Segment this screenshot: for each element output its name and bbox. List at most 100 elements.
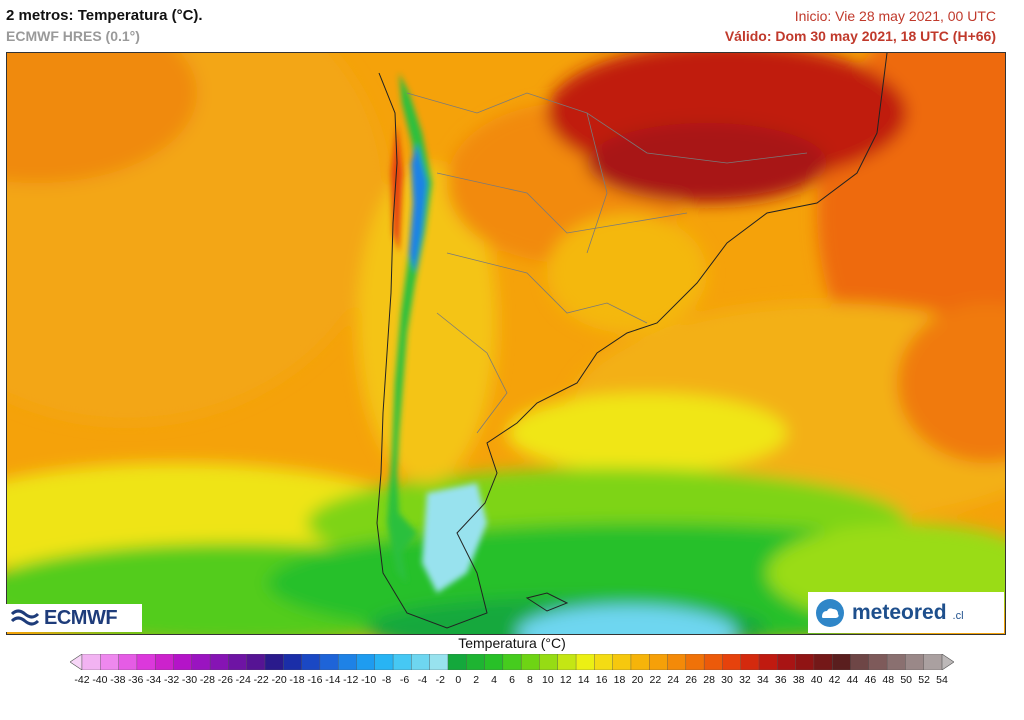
legend-swatch (283, 654, 303, 670)
legend-arrow-left (70, 654, 83, 670)
legend-tick-label: 0 (455, 674, 462, 686)
country-borders (406, 92, 808, 434)
legend-tick-label: 24 (667, 674, 680, 686)
legend-swatch (154, 654, 174, 670)
header-left: 2 metros: Temperatura (°C). ECMWF HRES (… (6, 6, 203, 46)
legend-swatch (81, 654, 101, 670)
legend-tick-label: 32 (739, 674, 751, 686)
legend-title: Temperatura (°C) (458, 635, 566, 651)
meteored-logo: meteored .cl (808, 592, 1004, 633)
legend-swatch (795, 654, 815, 670)
legend-swatch (539, 654, 559, 670)
temperature-map[interactable] (6, 52, 1006, 635)
legend-swatch (649, 654, 669, 670)
legend-swatch (429, 654, 449, 670)
legend-swatch (301, 654, 321, 670)
legend-swatch (502, 654, 522, 670)
legend-tick-label: 10 (541, 674, 554, 686)
legend-swatch (850, 654, 870, 670)
legend-tick-label: 2 (473, 674, 480, 686)
legend-swatch (209, 654, 229, 670)
legend-labels: -42 -40 -38 -36 -34 -32 -30 -28 -26 -24 -22 -20 -18-… (0, 674, 1024, 688)
legend-tick-label: 34 (756, 674, 769, 686)
meteored-cloud-icon (816, 598, 844, 627)
legend-swatch (630, 654, 650, 670)
legend-tick-label: 40 (810, 674, 823, 686)
valid-time: Válido: Dom 30 may 2021, 18 UTC (H+66) (724, 28, 996, 44)
legend-tick-label: 18 (613, 674, 626, 686)
legend-swatch (758, 654, 778, 670)
legend-tick-label: -8 (381, 674, 392, 686)
legend-tick-label: 48 (882, 674, 895, 686)
legend-tick-label: -22 (253, 674, 269, 686)
legend-swatch (337, 654, 357, 670)
legend-swatch (777, 654, 797, 670)
legend-swatch (466, 654, 486, 670)
coastlines (376, 53, 888, 629)
legend-tick-label: -32 (163, 674, 180, 686)
legend-swatch (411, 654, 431, 670)
legend-swatch (319, 654, 339, 670)
legend-tick-label: -10 (361, 674, 377, 686)
legend-tick-label: 36 (774, 674, 787, 686)
legend-swatch (392, 654, 412, 670)
legend-tick-label: 16 (595, 674, 608, 686)
legend-swatch (484, 654, 504, 670)
legend-tick-label: -12 (343, 674, 359, 686)
ecmwf-logo: ECMWF (6, 604, 142, 632)
legend-swatch (173, 654, 193, 670)
legend-swatch (832, 654, 852, 670)
legend-swatch (520, 654, 540, 670)
init-time: Inicio: Vie 28 may 2021, 00 UTC (794, 8, 996, 24)
legend-tick-label: -42 (74, 674, 90, 686)
legend-tick-label: -36 (128, 674, 144, 686)
legend-tick-label: -2 (435, 674, 445, 686)
legend-tick-label: -18 (289, 674, 305, 686)
legend-tick-label: 30 (721, 674, 733, 686)
legend-swatch (667, 654, 687, 670)
legend-swatch (886, 654, 906, 670)
legend-swatch (246, 654, 266, 670)
legend-swatch (923, 654, 943, 670)
legend-tick-label: 28 (703, 674, 715, 686)
legend-arrow-right (941, 654, 954, 670)
legend-colorbar (70, 654, 954, 670)
legend-tick-label: 12 (559, 674, 572, 686)
legend-tick-label: -6 (399, 674, 410, 686)
legend-tick-label: 26 (685, 674, 697, 686)
legend-swatch (374, 654, 394, 670)
legend-tick-label: -28 (199, 674, 215, 686)
meteored-logo-suffix: .cl (952, 609, 964, 622)
legend-tick-label: -20 (271, 674, 287, 686)
ecmwf-logo-text: ECMWF (44, 606, 118, 629)
legend-swatch (118, 654, 138, 670)
legend-swatch (594, 654, 614, 670)
legend-tick-label: 20 (631, 674, 644, 686)
legend-swatch (868, 654, 888, 670)
legend-swatch (575, 654, 595, 670)
meteored-logo-text: meteored (852, 600, 947, 624)
legend-tick-label: 8 (526, 674, 533, 686)
legend-tick-label: 52 (918, 674, 930, 686)
legend-swatch (264, 654, 284, 670)
legend-tick-label: -38 (110, 674, 126, 686)
legend-swatch (356, 654, 376, 670)
legend-tick-label: -14 (325, 674, 341, 686)
legend-tick-label: 14 (577, 674, 590, 686)
legend-swatch (905, 654, 925, 670)
legend-swatch (100, 654, 120, 670)
legend-swatch (813, 654, 833, 670)
legend-swatch (612, 654, 632, 670)
legend-tick-label: 4 (491, 674, 497, 686)
legend-tick-label: 50 (900, 674, 912, 686)
legend-swatch (557, 654, 577, 670)
legend-swatch (191, 654, 211, 670)
andes-cold-strip (387, 73, 487, 593)
legend-tick-label: -30 (181, 674, 198, 686)
ecmwf-emblem-icon (10, 609, 40, 626)
legend-tick-label: 54 (936, 674, 948, 686)
header-right: Inicio: Vie 28 may 2021, 00 UTC Válido: … (725, 6, 996, 46)
legend-swatch (722, 654, 742, 670)
legend-tick-label: -34 (146, 674, 162, 686)
legend-swatch (447, 654, 467, 670)
